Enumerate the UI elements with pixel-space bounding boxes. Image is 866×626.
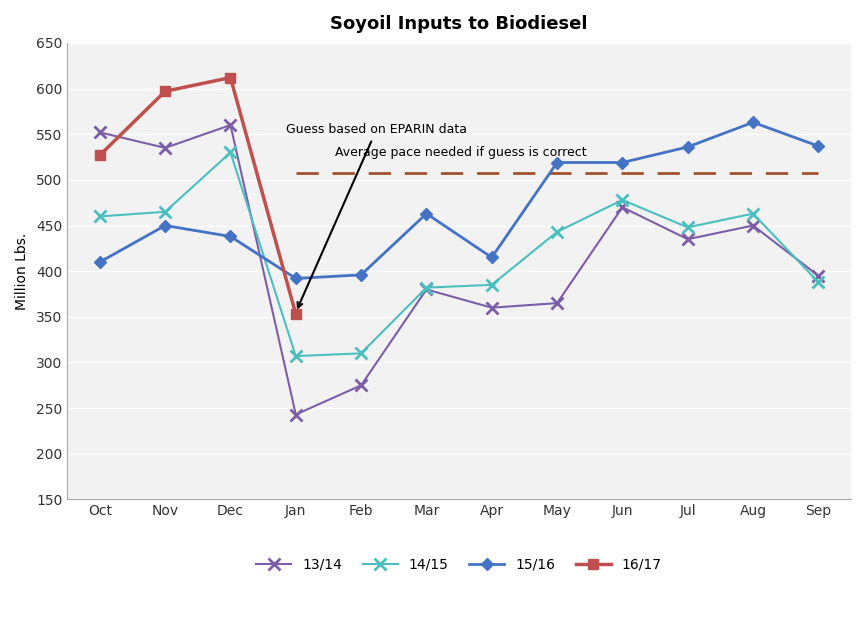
15/16 — [487, 254, 497, 261]
13/14 — [748, 222, 759, 229]
14/15 — [617, 196, 628, 203]
13/14 — [94, 128, 105, 136]
Line: 15/16: 15/16 — [95, 118, 823, 282]
16/17 — [160, 88, 171, 95]
14/15 — [291, 352, 301, 360]
14/15 — [160, 208, 171, 215]
13/14 — [291, 411, 301, 418]
13/14 — [617, 203, 628, 211]
13/14 — [552, 299, 562, 307]
13/14 — [813, 272, 824, 279]
15/16 — [748, 118, 759, 126]
15/16 — [552, 159, 562, 167]
13/14 — [356, 382, 366, 389]
14/15 — [356, 349, 366, 357]
Title: Soyoil Inputs to Biodiesel: Soyoil Inputs to Biodiesel — [330, 15, 588, 33]
Legend: 13/14, 14/15, 15/16, 16/17: 13/14, 14/15, 15/16, 16/17 — [251, 552, 668, 577]
Text: Average pace needed if guess is correct: Average pace needed if guess is correct — [335, 146, 586, 159]
14/15 — [94, 213, 105, 220]
14/15 — [552, 228, 562, 235]
Text: Guess based on EPARIN data: Guess based on EPARIN data — [286, 123, 467, 307]
Y-axis label: Million Lbs.: Million Lbs. — [15, 232, 29, 310]
15/16 — [291, 275, 301, 282]
15/16 — [617, 159, 628, 167]
14/15 — [813, 279, 824, 286]
16/17 — [94, 151, 105, 159]
Line: 16/17: 16/17 — [95, 73, 301, 319]
13/14 — [160, 144, 171, 151]
13/14 — [682, 235, 693, 243]
14/15 — [225, 149, 236, 156]
15/16 — [356, 271, 366, 279]
14/15 — [748, 210, 759, 217]
Line: 13/14: 13/14 — [94, 119, 824, 421]
14/15 — [487, 281, 497, 289]
16/17 — [291, 310, 301, 318]
16/17 — [225, 74, 236, 81]
13/14 — [487, 304, 497, 312]
15/16 — [94, 259, 105, 266]
14/15 — [682, 223, 693, 231]
15/16 — [421, 210, 431, 217]
15/16 — [225, 233, 236, 240]
15/16 — [682, 143, 693, 151]
13/14 — [225, 121, 236, 129]
Line: 14/15: 14/15 — [94, 146, 824, 362]
15/16 — [813, 142, 824, 150]
13/14 — [421, 285, 431, 293]
15/16 — [160, 222, 171, 229]
14/15 — [421, 284, 431, 291]
